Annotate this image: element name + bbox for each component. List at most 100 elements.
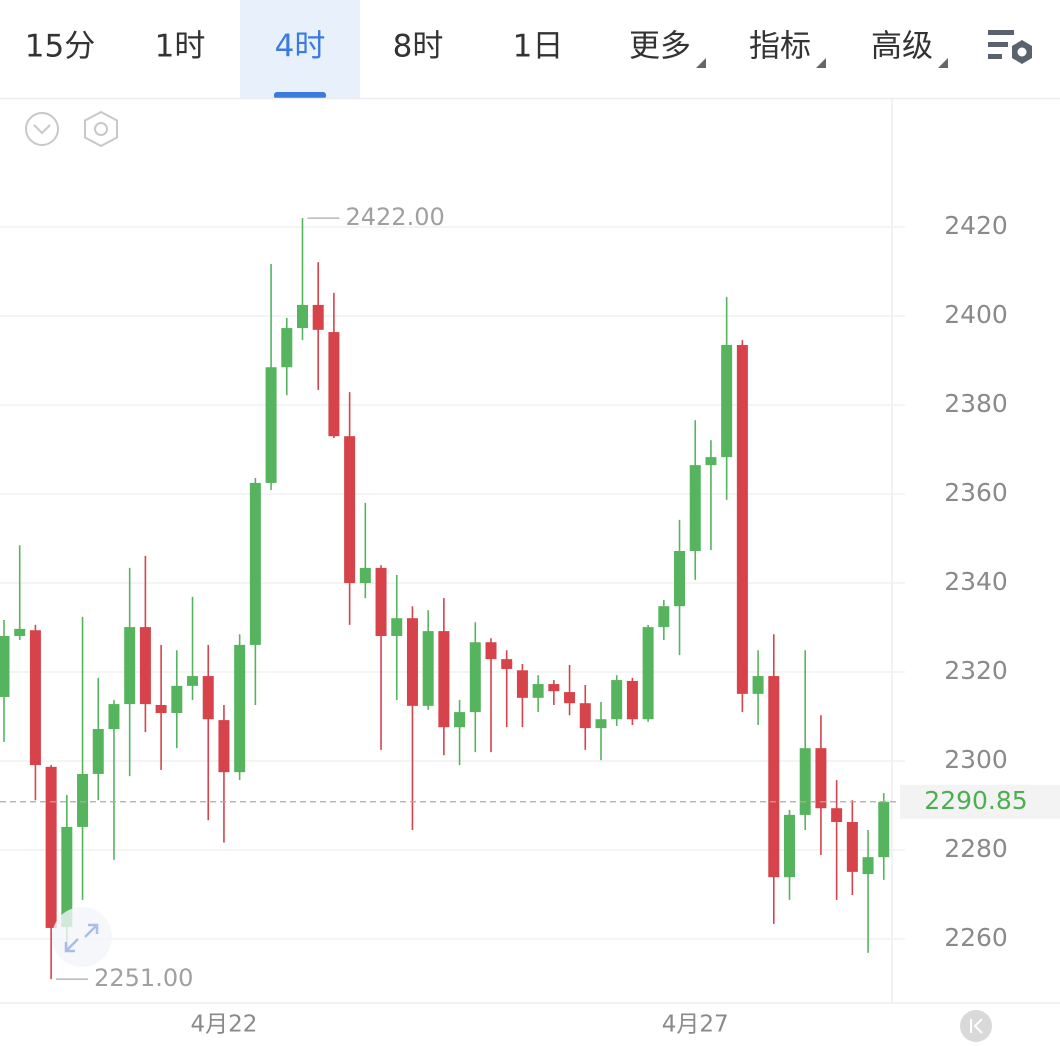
candle-body (124, 627, 136, 705)
candle-body (768, 676, 780, 878)
candle-body (92, 729, 104, 774)
tab[interactable]: 15分 (25, 29, 95, 65)
y-tick-label: 2280 (944, 834, 1008, 863)
candle-body (218, 720, 230, 773)
tab[interactable]: 8时 (393, 29, 444, 65)
candle-body (831, 808, 843, 823)
icon-hole (1017, 47, 1027, 57)
candle-body (485, 642, 497, 660)
tab-label: 15分 (25, 29, 95, 65)
candle-body (296, 304, 308, 329)
tab[interactable]: 高级 (871, 29, 948, 69)
candle-body (155, 704, 167, 713)
candle-body (281, 328, 293, 368)
icon-bg (52, 907, 112, 967)
tab[interactable]: 1时 (155, 29, 206, 65)
tab-label: 4时 (275, 29, 326, 65)
candle-body (359, 567, 371, 584)
y-tick-label: 2260 (944, 923, 1008, 952)
icon-bar (988, 42, 1008, 47)
tab-label: 高级 (871, 29, 933, 65)
icon-circle (25, 112, 59, 146)
last-price-label: 2290.85 (924, 786, 1027, 815)
candle-body (752, 676, 764, 694)
y-tick-label: 2320 (944, 656, 1008, 685)
icon-bar (988, 54, 1002, 59)
icon-hole (94, 122, 108, 136)
candle-body (626, 680, 638, 720)
scroll-end-button[interactable] (960, 1010, 992, 1042)
candle-body (249, 482, 261, 645)
candle-body (658, 606, 670, 628)
tab-label: 8时 (393, 29, 444, 65)
collapse-icon[interactable] (25, 112, 59, 146)
candle-body (689, 465, 701, 552)
candle-body (878, 801, 890, 858)
candle-body (391, 618, 403, 637)
candle-body (454, 712, 466, 728)
candle-body (406, 618, 418, 706)
icon-arrow (65, 938, 79, 952)
candle-body (579, 703, 591, 729)
button-glyph (973, 1018, 983, 1034)
last-price-bg (900, 784, 1060, 819)
candle-body (532, 684, 544, 698)
tab[interactable]: 更多 (629, 29, 706, 69)
y-tick-label: 2420 (944, 211, 1008, 240)
settings-icon[interactable] (988, 30, 1032, 64)
candle-body (516, 670, 528, 698)
y-tick-label: 2360 (944, 478, 1008, 507)
candle-body (14, 628, 26, 637)
candle-body (375, 567, 387, 637)
candle-body (469, 642, 481, 713)
tab-label: 更多 (629, 29, 691, 65)
candle-body (705, 457, 717, 466)
expand-icon[interactable] (52, 907, 112, 967)
candle-body (29, 630, 41, 766)
chart-settings-icon[interactable] (84, 110, 118, 148)
tab[interactable]: 4时 (240, 0, 360, 99)
candle-body (736, 344, 748, 694)
candle-body (784, 814, 795, 878)
candle-body (328, 332, 340, 437)
extreme-label: 2251.00 (94, 964, 193, 992)
dropdown-arrow (816, 58, 826, 68)
candle-body (438, 631, 450, 728)
candle-body (265, 367, 277, 483)
tab-indicator (274, 92, 326, 99)
tab-label: 1日 (513, 29, 564, 65)
icon-arrow (84, 924, 98, 938)
candle-body (721, 344, 733, 458)
plot: 2260 2280 2300 2320 2340 2360 2380 2400 2420 4月22… (0, 203, 1060, 1038)
candle-body (202, 676, 214, 720)
tab-label: 指标 (749, 29, 811, 65)
candle-body (642, 627, 654, 720)
candle-body (344, 436, 356, 584)
y-tick-label: 2380 (944, 389, 1008, 418)
candle-body (61, 826, 73, 928)
candle-body (45, 766, 57, 928)
y-tick-label: 2400 (944, 300, 1008, 329)
tab[interactable]: 1日 (513, 29, 564, 65)
candle-body (611, 680, 623, 720)
candle-body (139, 627, 151, 705)
tab-active-bg (240, 0, 360, 98)
icon-chevron (33, 124, 51, 135)
icon-bar (988, 30, 1014, 35)
candle-body (815, 748, 827, 809)
tab[interactable]: 指标 (749, 29, 826, 69)
candle-body (234, 644, 246, 773)
y-tick-label: 2300 (944, 745, 1008, 774)
candle-body (862, 857, 874, 875)
candle-body (564, 692, 576, 704)
y-tick-label: 2340 (944, 567, 1008, 596)
extreme-label: 2422.00 (345, 203, 444, 231)
candle-body (77, 773, 89, 827)
tab-label: 1时 (155, 29, 206, 65)
candle-body (501, 659, 513, 669)
candle-body (0, 636, 10, 697)
candle-body (312, 304, 324, 330)
candle-body (171, 685, 183, 713)
